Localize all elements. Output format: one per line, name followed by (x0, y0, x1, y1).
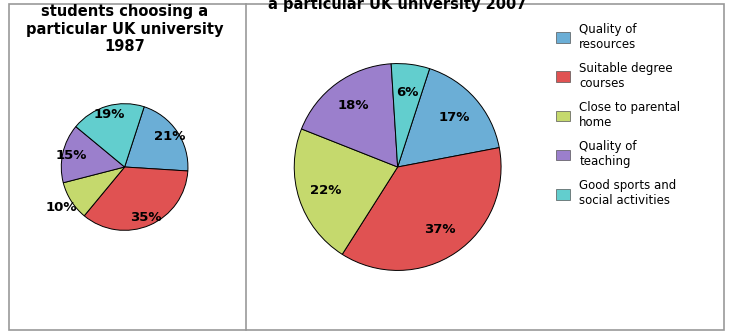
Text: 35%: 35% (130, 210, 162, 223)
Wedge shape (84, 167, 188, 230)
Text: 15%: 15% (56, 149, 87, 162)
Text: 22%: 22% (310, 184, 342, 197)
Wedge shape (294, 129, 398, 254)
Wedge shape (62, 127, 125, 183)
Wedge shape (125, 107, 188, 171)
Text: 6%: 6% (396, 86, 419, 99)
Wedge shape (342, 148, 501, 271)
Legend: Quality of
resources, Suitable degree
courses, Close to parental
home, Quality o: Quality of resources, Suitable degree co… (556, 23, 680, 207)
Wedge shape (63, 167, 125, 216)
Title: Main reasons for
students choosing a
particular UK university
1987: Main reasons for students choosing a par… (26, 0, 224, 54)
Text: 10%: 10% (45, 201, 77, 214)
Wedge shape (301, 64, 398, 167)
Title: Main reasons for students choosing
a particular UK university 2007: Main reasons for students choosing a par… (249, 0, 546, 12)
Wedge shape (398, 68, 499, 167)
Wedge shape (75, 104, 144, 167)
Text: 21%: 21% (154, 130, 185, 143)
Text: 19%: 19% (94, 108, 125, 121)
Text: 17%: 17% (438, 111, 470, 124)
Text: 37%: 37% (424, 223, 456, 236)
Text: 18%: 18% (338, 100, 369, 113)
Wedge shape (391, 63, 430, 167)
